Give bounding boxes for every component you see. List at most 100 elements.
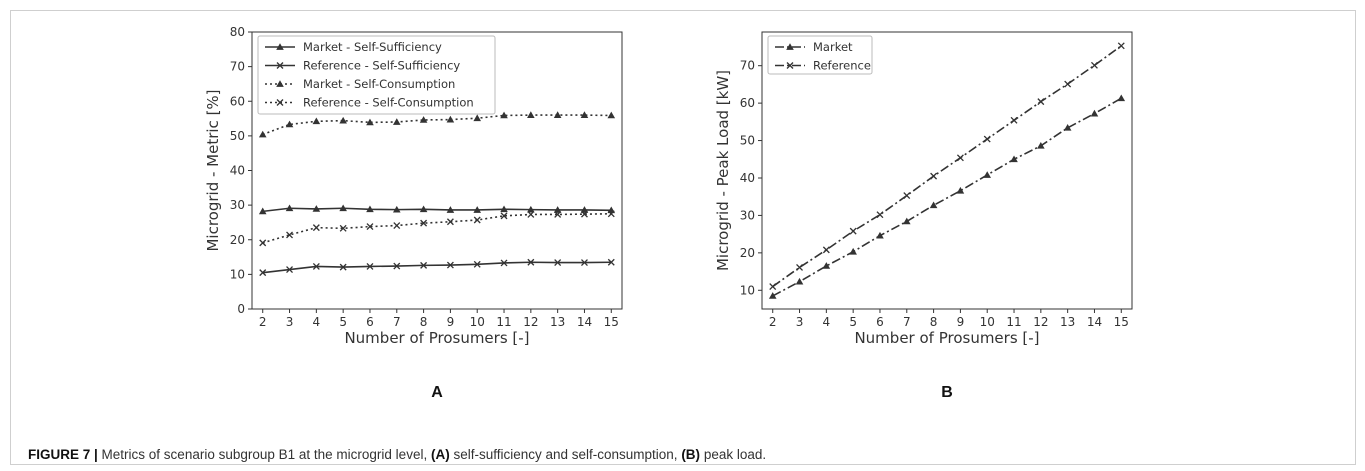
panel-a-series-3-point (607, 111, 616, 119)
panel-a-y-tick-label: 20 (230, 233, 245, 247)
panel-a-series-4-point (554, 211, 562, 218)
panel-a-series-3 (258, 111, 616, 138)
panel-b-legend-marker (786, 43, 794, 50)
panel-b-label: B (941, 384, 953, 401)
panel-a-series-1-point (527, 205, 535, 213)
panel-b-legend-label: Market (813, 40, 853, 54)
panel-a-series-3-point (473, 114, 482, 122)
panel-a-y-tick-label: 30 (230, 198, 245, 212)
panel-b-series-2-point (796, 263, 803, 271)
panel-b-series-2-point-stroke-b (769, 283, 777, 291)
panel-a-series-1 (258, 204, 616, 215)
panel-a-series-4-point-stroke-b (527, 211, 535, 218)
panel-a-series-3-point (500, 111, 508, 119)
panel-b-series-2-point (1117, 42, 1125, 50)
panel-b-series-2-point-stroke-b (903, 192, 911, 200)
panel-a-series-2-point (366, 262, 374, 270)
panel-b-series-2-point (822, 246, 830, 254)
panel-a-series-2-point-stroke-b (259, 269, 267, 277)
panel-b-y-tick-label: 60 (740, 96, 755, 110)
panel-b-y-tick-label: 40 (740, 171, 755, 185)
panel-a-y-tick-label: 0 (237, 302, 245, 316)
panel-a-series-1-point (366, 205, 374, 213)
panel-a-series-2-point-stroke-b (607, 258, 615, 266)
panel-b-series-1-point (929, 201, 938, 209)
figure-caption: FIGURE 7 | Metrics of scenario subgroup … (28, 447, 1328, 462)
panel-a-y-tick-label: 50 (230, 129, 245, 143)
panel-b-x-tick-label: 3 (796, 315, 804, 329)
panel-a-series-2-point-stroke-b (420, 261, 428, 269)
panel-a-x-tick-label: 11 (496, 315, 511, 329)
panel-a-series-4-point (312, 224, 320, 232)
panel-b-y-axis-title: Microgrid - Peak Load [kW] (714, 70, 732, 271)
panel-a-series-1-point (312, 205, 321, 212)
panel-b-series-2-point (876, 211, 884, 219)
panel-a-series-4-point-stroke-b (393, 222, 401, 230)
panel-a-y-tick-label: 70 (230, 60, 245, 74)
panel-a-series-4-point (286, 231, 293, 239)
panel-a-series-3-line (262, 114, 612, 136)
panel-a-series-1-point (419, 205, 428, 213)
panel-b-x-tick-label: 5 (849, 315, 857, 329)
caption-figure-label: FIGURE 7 | (28, 447, 98, 462)
panel-a-series-4-point-stroke-b (259, 239, 267, 247)
panel-a-series-4-point-stroke-b (286, 231, 293, 239)
panel-b-y-tick-label: 50 (740, 134, 755, 148)
panel-a-series-2-point (259, 269, 267, 277)
panel-a-series-4-point (339, 224, 347, 232)
panel-b-x-tick-label: 6 (876, 315, 884, 329)
panel-a-series-4-point-stroke-b (366, 223, 374, 231)
panel-b-series-2-point-stroke-b (1010, 116, 1018, 124)
panel-b-series-1-point (1063, 124, 1072, 131)
panel-a-series-2-point-stroke-b (581, 259, 588, 267)
panel-a-series-2-point (393, 262, 401, 270)
panel-a-legend-label: Reference - Self-Sufficiency (303, 59, 460, 73)
panel-b-legend-marker (786, 62, 794, 69)
panel-a-series-4-point-stroke-b (420, 219, 428, 227)
panel-a-series-2-point-stroke-b (446, 261, 454, 269)
panel-a-series-2-point (527, 258, 535, 266)
panel-a-series-4-point-stroke-b (473, 216, 481, 224)
panel-a-series-3-point (339, 116, 347, 124)
panel-b-series-2-point (849, 227, 857, 235)
panel-b-series-1-point (1090, 109, 1099, 117)
panel-a-legend-label: Market - Self-Sufficiency (303, 40, 442, 54)
panel-b-series-2-point (930, 172, 938, 180)
panel-a-series-3-point (553, 111, 562, 118)
caption-text-2: self-sufficiency and self-consumption, (449, 447, 682, 462)
panel-a-legend-box (257, 35, 496, 115)
panel-a-series-4-point-stroke-b (607, 210, 615, 218)
panel-a-series-4-point (473, 216, 481, 224)
panel-b-x-axis-title: Number of Prosumers [-] (854, 329, 1039, 347)
panel-a-series-4-point (446, 218, 454, 226)
panel-a-series-1-point (446, 206, 455, 213)
panel-a-series-4-point (607, 210, 615, 218)
panel-b-series-2-point (903, 192, 911, 200)
panel-a-series-2-point-stroke-b (554, 259, 562, 267)
panel-b-series-2-point-stroke-b (1037, 98, 1045, 106)
panel-a-y-tick-label: 60 (230, 94, 245, 108)
panel-a-series-2-point (607, 258, 615, 266)
panel-b-x-tick-label: 8 (930, 315, 938, 329)
panel-a-series-2-point (473, 260, 481, 268)
panel-b-x-tick-label: 2 (769, 315, 777, 329)
panel-a-series-4-point-stroke-b (312, 224, 320, 232)
panel-a-series-3-point (366, 118, 374, 126)
panel-a-series-1-point (285, 204, 294, 212)
panel-a-series-4-point (366, 223, 374, 231)
panel-a-label: A (431, 384, 443, 401)
panel-a-series-2-point (581, 259, 588, 267)
panel-b-series-2-point (1010, 116, 1018, 124)
panel-a-legend: Market - Self-Sufficiency Reference - Sel… (257, 35, 496, 115)
panel-a-x-tick-label: 9 (447, 315, 455, 329)
panel-b-plot-area (761, 31, 1133, 310)
panel-b-series-1-point (1010, 155, 1018, 163)
panel-a-series-2-point (500, 259, 508, 267)
panel-b-legend-box (767, 35, 873, 75)
panel-a-series-2-point (420, 261, 428, 269)
panel-b-series-2-point (983, 135, 991, 143)
panel-b-series-2-point-stroke-b (956, 154, 964, 162)
panel-a-x-tick-label: 12 (523, 315, 538, 329)
panel-a-x-tick-label: 15 (604, 315, 619, 329)
